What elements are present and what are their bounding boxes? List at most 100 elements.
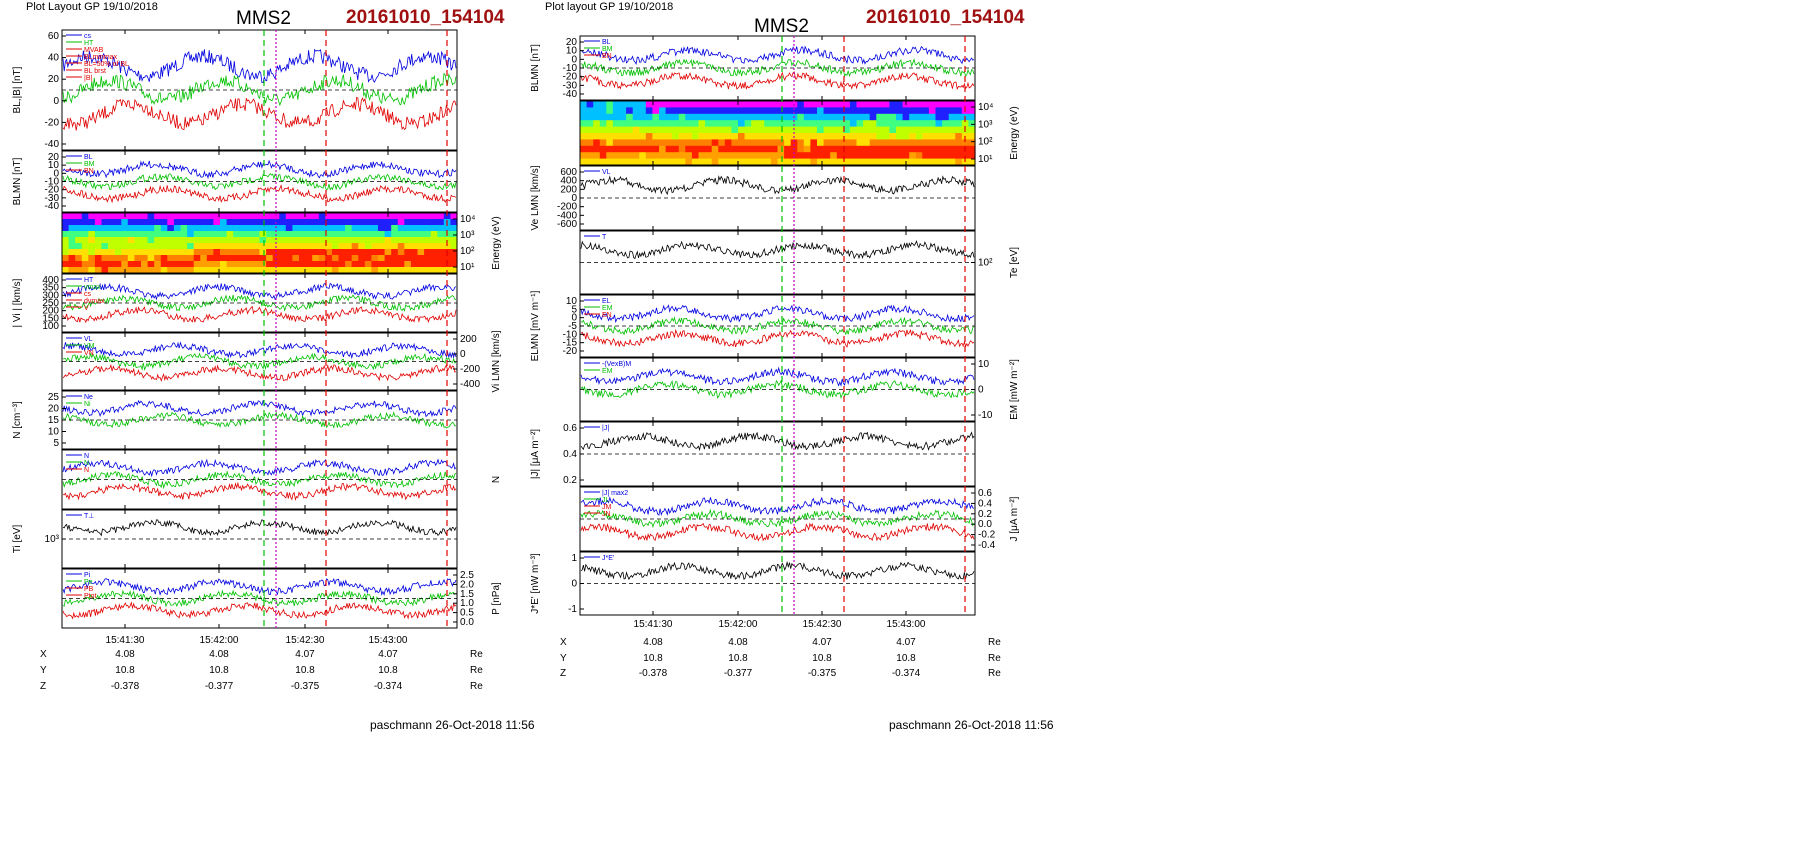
ytick-label-right-8-6: -0.4 bbox=[978, 540, 996, 551]
ephemeris-value-right-Z-2: -0.377 bbox=[724, 668, 753, 679]
ytick-label-right-9-1: 1 bbox=[571, 553, 577, 564]
series-line-right-1-2 bbox=[580, 58, 975, 78]
ephemeris-value-left-Y-1: 10.8 bbox=[115, 665, 135, 676]
series-line-left-5-3 bbox=[62, 363, 457, 382]
panel-frame-left-1 bbox=[61, 29, 458, 151]
legend-entry-right-6-2: EM bbox=[602, 368, 613, 375]
ytick-label-right-1-3: 0 bbox=[571, 54, 577, 65]
ytick-label-left-2-4: -10 bbox=[45, 177, 60, 188]
ylabel-right-2: Energy (eV) bbox=[1009, 106, 1020, 159]
ephemeris-value-left-X-4: 4.07 bbox=[378, 649, 398, 660]
ytick-label-right-2-2: 10³ bbox=[978, 119, 993, 130]
ephemeris-label-right-Z: Z bbox=[560, 668, 566, 679]
ytick-label-left-1-3: 20 bbox=[48, 74, 60, 85]
legend-entry-left-5-2: VM bbox=[84, 343, 95, 350]
ytick-label-left-4-5: 200 bbox=[42, 306, 59, 317]
ytick-label-right-1-1: 20 bbox=[566, 37, 578, 48]
ytick-label-right-3-7: -600 bbox=[557, 219, 577, 230]
right-plot-tag: Plot layout GP 19/10/2018 bbox=[545, 1, 674, 13]
panel-frame-left-3 bbox=[61, 212, 458, 274]
series-line-left-5-1 bbox=[62, 341, 457, 360]
ylabel-left-5: Vi LMN [km/s] bbox=[491, 330, 502, 392]
series-line-right-8-3 bbox=[580, 522, 975, 542]
ytick-label-right-3-2: 400 bbox=[560, 176, 577, 187]
panel-right-9: J*E' 1 0 -1 J*E' [nW m⁻³] bbox=[530, 551, 976, 616]
xtick-label-right-2: 15:42:00 bbox=[719, 619, 758, 630]
legend-entry-left-2-1: BL bbox=[84, 154, 93, 161]
legend-entry-right-8-3: JM bbox=[602, 504, 612, 511]
ytick-label-left-5-2: 0 bbox=[460, 349, 466, 360]
series-line-left-6-2 bbox=[62, 411, 457, 429]
right-spacecraft-title: MMS2 bbox=[754, 16, 809, 37]
legend-entry-right-4-1: T bbox=[602, 234, 607, 241]
ephemeris-unit-left-X: Re bbox=[470, 649, 483, 660]
ephemeris-unit-right-X: Re bbox=[988, 637, 1001, 648]
ytick-label-left-6-4: 10 bbox=[48, 427, 60, 438]
ytick-label-left-2-7: -40 bbox=[45, 201, 60, 212]
legend-entry-left-1-7: |B| bbox=[84, 75, 92, 82]
ytick-label-left-6-5: 5 bbox=[53, 438, 59, 449]
ytick-label-right-1-4: -10 bbox=[563, 63, 578, 74]
legend-entry-left-4-5: V bbox=[84, 305, 89, 312]
ytick-label-left-4-2: 350 bbox=[42, 283, 59, 294]
panel-frame-left-9 bbox=[61, 568, 458, 629]
ephemeris-value-left-Y-2: 10.8 bbox=[209, 665, 229, 676]
ylabel-left-4: | Vi | [km/s] bbox=[12, 278, 23, 327]
ytick-label-right-3-5: -200 bbox=[557, 202, 577, 213]
ytick-label-right-8-1: 0.6 bbox=[978, 488, 992, 499]
ytick-label-right-2-4: 10¹ bbox=[978, 154, 993, 165]
left-spacecraft-title: MMS2 bbox=[236, 8, 291, 29]
ytick-label-right-8-3: 0.2 bbox=[978, 509, 992, 520]
series-line-right-8-1 bbox=[580, 496, 975, 517]
panel-frame-left-5 bbox=[61, 332, 458, 391]
legend-entry-left-1-2: HT bbox=[84, 40, 94, 47]
series-line-left-9-3 bbox=[62, 601, 457, 620]
legend-entry-left-1-5: BL=50% of BL bbox=[84, 61, 129, 68]
ytick-label-right-2-1: 10⁴ bbox=[978, 102, 993, 113]
series-line-left-1-2 bbox=[62, 72, 457, 107]
ylabel-left-7: N bbox=[491, 476, 502, 483]
series-line-right-6-1 bbox=[580, 366, 975, 387]
ytick-label-left-9-3: 1.5 bbox=[460, 589, 474, 600]
ytick-label-left-5-4: -400 bbox=[460, 379, 480, 390]
panel-frame-right-2 bbox=[579, 100, 976, 166]
ytick-label-right-5-4: -5 bbox=[568, 321, 577, 332]
ytick-label-left-9-2: 2.0 bbox=[460, 579, 474, 590]
ytick-label-left-2-5: -20 bbox=[45, 185, 60, 196]
panel-right-6: -(VexB)MEM 10 0 -10 EM [mW m⁻²] bbox=[579, 357, 1020, 422]
series-line-right-3-1 bbox=[580, 175, 975, 196]
legend-entry-left-1-4: BLminmax bbox=[84, 54, 118, 61]
legend-entry-left-1-1: cs bbox=[84, 33, 92, 40]
ytick-label-left-9-6: 0.0 bbox=[460, 617, 474, 628]
panel-right-2: 10⁴ 10³ 10² 10¹ Energy (eV) bbox=[579, 100, 1020, 166]
ephemeris-value-left-Z-1: -0.378 bbox=[111, 681, 140, 692]
ytick-label-left-4-6: 150 bbox=[42, 313, 59, 324]
legend-entry-left-9-4: Ptot bbox=[84, 593, 97, 600]
ytick-label-right-7-1: 0.6 bbox=[563, 423, 577, 434]
ytick-label-left-3-2: 10³ bbox=[460, 230, 475, 241]
legend-entry-left-1-3: MVAB bbox=[84, 47, 104, 54]
series-line-left-2-2 bbox=[62, 172, 457, 191]
ephemeris-unit-right-Z: Re bbox=[988, 668, 1001, 679]
ylabel-left-1: BL,|B| [nT] bbox=[12, 66, 23, 113]
ytick-label-right-6-1: 10 bbox=[978, 359, 990, 370]
panel-frame-left-7 bbox=[61, 449, 458, 510]
ytick-label-left-9-4: 1.0 bbox=[460, 598, 474, 609]
ytick-label-right-2-3: 10² bbox=[978, 137, 993, 148]
legend-entry-left-9-3: PB bbox=[84, 586, 94, 593]
xtick-label-left-1: 15:41:30 bbox=[106, 635, 145, 646]
ytick-label-left-5-1: 200 bbox=[460, 334, 477, 345]
legend-entry-right-5-1: EL bbox=[602, 298, 611, 305]
ephemeris-value-right-Y-4: 10.8 bbox=[896, 653, 916, 664]
ephemeris-value-right-X-1: 4.08 bbox=[643, 637, 663, 648]
xtick-label-right-4: 15:43:00 bbox=[887, 619, 926, 630]
ephemeris-value-right-Z-1: -0.378 bbox=[639, 668, 668, 679]
legend-entry-left-9-2: Pe bbox=[84, 579, 93, 586]
ephemeris-value-right-Z-4: -0.374 bbox=[892, 668, 921, 679]
